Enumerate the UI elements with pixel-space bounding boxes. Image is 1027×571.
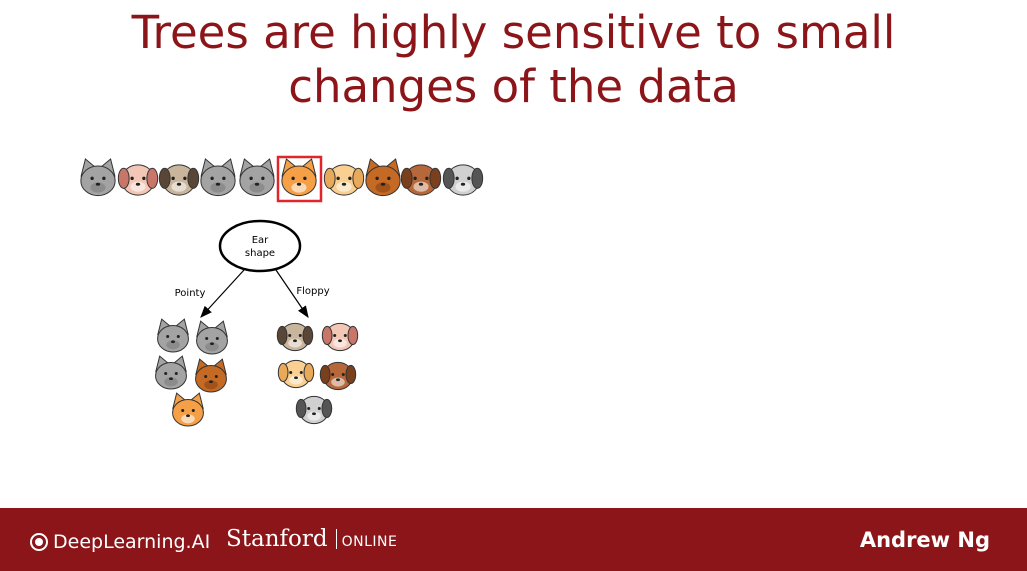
right-branch-label: Floppy <box>296 286 329 297</box>
example-brown-dog-icon <box>400 164 442 196</box>
root-node-label-line-2: shape <box>245 248 275 259</box>
slide-title-line-2: changes of the data <box>288 60 739 113</box>
left-brown-cat-icon <box>195 358 227 393</box>
right-yellow-dog-icon <box>277 359 315 389</box>
right-pink-dog-icon <box>321 322 359 352</box>
decision-tree-diagram: Ear shape Pointy Floppy <box>80 155 484 427</box>
right-brown-dog-icon <box>319 361 357 391</box>
university-name: Stanford <box>226 526 328 552</box>
example-orange-cat-icon <box>281 158 317 197</box>
right-pug-dog-icon <box>276 322 314 352</box>
example-gray-cat-icon <box>80 158 116 197</box>
pointy-ears-group <box>155 318 228 427</box>
example-gray-dog-icon <box>442 164 484 196</box>
example-brown-cat-icon <box>365 158 401 197</box>
logo-divider <box>335 529 337 549</box>
slide-title-line-1: Trees are highly sensitive to small <box>131 6 896 59</box>
footer-bar: DeepLearning.AI Stanford ONLINE Andrew N… <box>0 508 1027 571</box>
highlighted-example-frame <box>276 155 323 203</box>
training-examples-row <box>80 158 484 197</box>
stanford-online-logo: Stanford ONLINE <box>226 526 397 552</box>
author-name: Andrew Ng <box>859 528 990 552</box>
left-orange-cat-icon <box>172 392 204 427</box>
brand-name: DeepLearning.AI <box>53 531 211 553</box>
example-pink-dog-icon <box>117 164 159 196</box>
right-branch-arrow <box>275 269 309 318</box>
example-pug-dog-icon <box>158 164 200 196</box>
left-gray-cat-icon <box>157 318 189 353</box>
university-suffix: ONLINE <box>341 534 398 550</box>
root-node-label-line-1: Ear <box>252 235 269 246</box>
slide-title: Trees are highly sensitive to small chan… <box>0 6 1027 114</box>
left-branch-label: Pointy <box>175 288 206 299</box>
example-yellow-dog-icon <box>323 164 365 196</box>
floppy-ears-group <box>276 322 359 425</box>
deeplearning-logo-icon <box>30 533 48 551</box>
root-node-ellipse <box>218 219 302 273</box>
example-gray-cat-icon <box>239 158 275 197</box>
left-gray-cat-icon <box>196 320 228 355</box>
deeplearning-ai-logo: DeepLearning.AI <box>30 530 210 554</box>
example-gray-cat-icon <box>200 158 236 197</box>
right-gray-dog-icon <box>295 395 333 425</box>
left-gray-cat-icon <box>155 355 187 390</box>
left-branch-arrow <box>200 269 245 318</box>
